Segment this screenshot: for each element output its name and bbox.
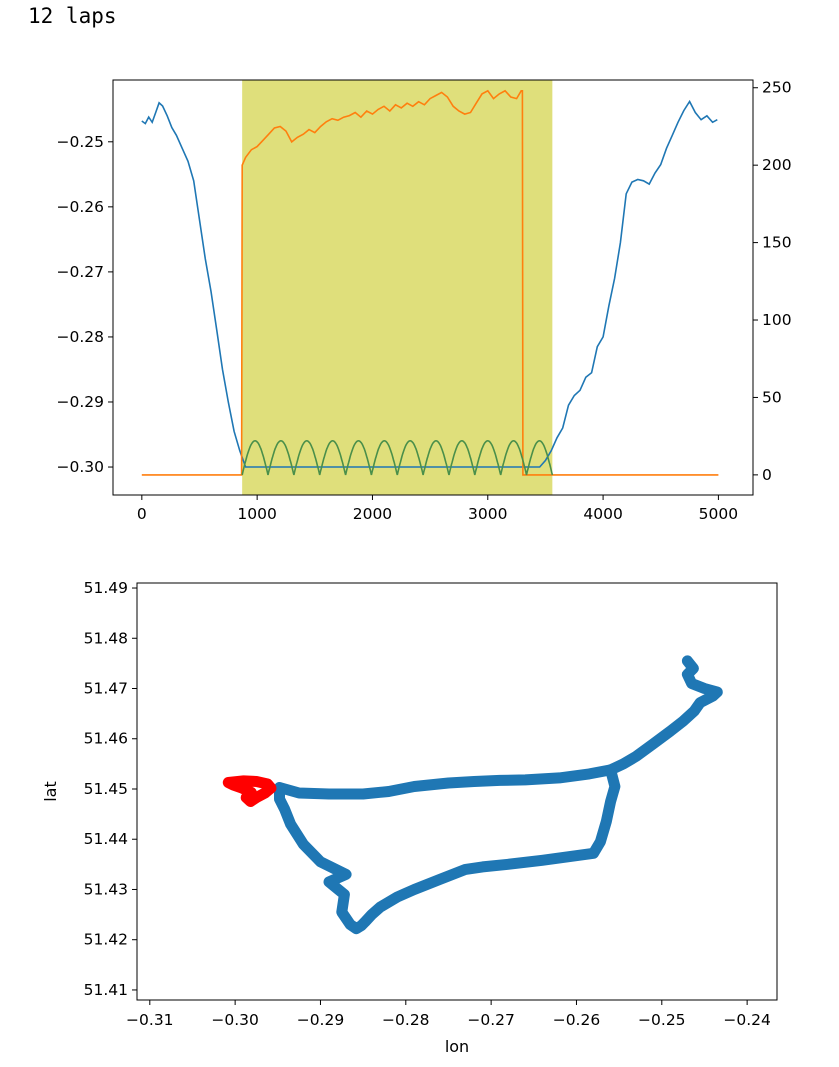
- y-tick-label: 51.44: [84, 830, 128, 848]
- start-marker-series: [222, 775, 277, 807]
- x-tick-label: −0.27: [467, 1011, 515, 1029]
- map-x-axis: −0.31 −0.30 −0.29 −0.28 −0.27 −0.26 −0.25 −0.24: [126, 1000, 771, 1029]
- left-y-tick-label: −0.29: [57, 393, 105, 411]
- map-series-layer: [222, 655, 723, 935]
- x-tick-label: 2000: [353, 505, 392, 523]
- left-y-tick-label: −0.30: [57, 458, 105, 476]
- timeseries-right-y-axis: 0 50 100 150 200 250: [753, 79, 792, 484]
- x-tick-label: 1000: [237, 505, 276, 523]
- x-tick-label: 3000: [468, 505, 507, 523]
- timeseries-x-axis: 0 1000 2000 3000 4000 5000: [137, 495, 738, 523]
- left-y-tick-label: −0.27: [57, 263, 105, 281]
- left-y-tick-label: −0.28: [57, 328, 105, 346]
- x-tick-label: 4000: [583, 505, 622, 523]
- blue-line-series: [141, 99, 718, 468]
- y-tick-label: 51.46: [84, 730, 128, 748]
- x-tick-label: −0.29: [297, 1011, 345, 1029]
- right-y-tick-label: 100: [762, 311, 792, 329]
- map-y-axis: 51.41 51.42 51.43 51.44 51.45 51.46 51.47 51.48…: [84, 579, 137, 999]
- x-tick-label: −0.28: [382, 1011, 430, 1029]
- left-y-tick-label: −0.25: [57, 133, 105, 151]
- green-lap-series: [241, 439, 554, 476]
- right-y-tick-label: 200: [762, 156, 792, 174]
- y-tick-label: 51.41: [84, 981, 128, 999]
- route-loop-series: [274, 764, 621, 935]
- route-spur-series: [605, 655, 723, 776]
- map-y-axis-label: lat: [41, 781, 60, 802]
- right-y-tick-label: 250: [762, 79, 792, 97]
- y-tick-label: 51.45: [84, 780, 128, 798]
- orange-line-series: [141, 89, 719, 476]
- right-y-tick-label: 0: [762, 466, 772, 484]
- map-x-axis-label: lon: [445, 1037, 469, 1056]
- y-tick-label: 51.47: [84, 680, 128, 698]
- timeseries-left-y-axis: −0.25 −0.26 −0.27 −0.28 −0.29 −0.30: [57, 133, 113, 476]
- y-tick-label: 51.49: [84, 579, 128, 597]
- x-tick-label: 0: [137, 505, 147, 523]
- page-title: 12 laps: [28, 4, 117, 28]
- y-tick-label: 51.42: [84, 931, 128, 949]
- timeseries-frame: [112, 79, 754, 496]
- timeseries-chart: 0 1000 2000 3000 4000 5000 −0.25−0.26−0.27−0.…: [57, 79, 792, 523]
- x-tick-label: −0.31: [126, 1011, 174, 1029]
- y-tick-label: 51.48: [84, 629, 128, 647]
- x-tick-label: 5000: [699, 505, 738, 523]
- timeseries-series-layer: [141, 89, 719, 476]
- right-y-tick-label: 150: [762, 234, 792, 252]
- left-y-tick-label: −0.26: [57, 198, 105, 216]
- highlight-span: [242, 80, 553, 495]
- x-tick-label: −0.25: [638, 1011, 686, 1029]
- map-scatter-chart: −0.31 −0.30 −0.29 −0.28 −0.27 −0.26 −0.25 −0.24…: [41, 579, 778, 1056]
- x-tick-label: −0.24: [723, 1011, 771, 1029]
- x-tick-label: −0.30: [211, 1011, 259, 1029]
- map-frame: [136, 582, 778, 1001]
- y-tick-label: 51.43: [84, 880, 128, 898]
- x-tick-label: −0.26: [553, 1011, 601, 1029]
- right-y-tick-label: 50: [762, 388, 782, 406]
